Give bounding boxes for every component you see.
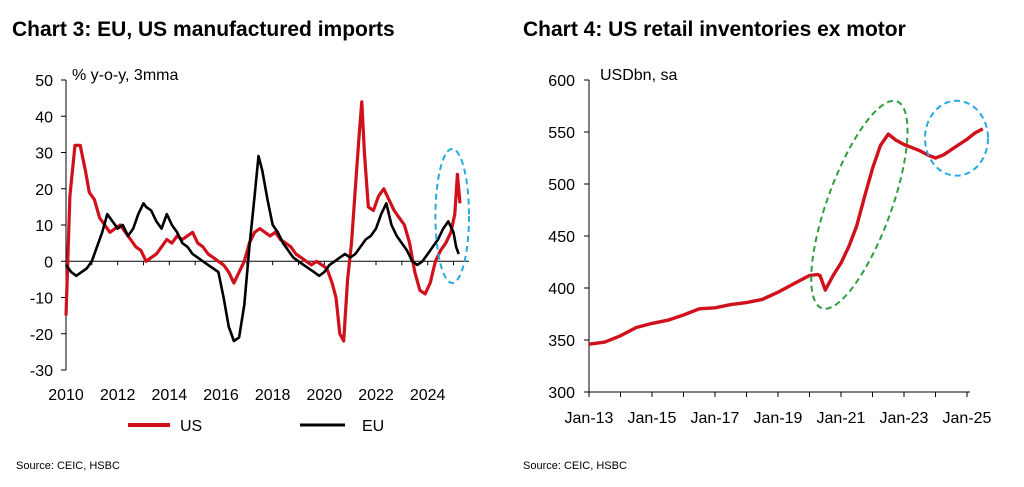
- line-series-eu: [64, 154, 460, 343]
- right-x-tick-label: Jan-19: [754, 410, 803, 427]
- left-x-tick-label: 2012: [100, 387, 136, 404]
- right-y-tick-label: 600: [548, 73, 575, 90]
- right-y-tick-label: 450: [548, 229, 575, 246]
- left-y-tick-label: 30: [35, 146, 53, 163]
- left-y-tick-label: 50: [35, 73, 53, 90]
- right-y-tick-label: 500: [548, 177, 575, 194]
- line-series-retail-inventories: [588, 127, 984, 346]
- right-y-tick-label: 350: [548, 333, 575, 350]
- right-chart-title: Chart 4: US retail inventories ex motor: [523, 18, 906, 41]
- left-x-tick-label: 2024: [410, 387, 446, 404]
- left-y-tick-label: 20: [35, 182, 53, 199]
- highlight-ellipse-blue-right: [924, 99, 989, 177]
- right-x-tick-label: Jan-25: [943, 410, 992, 427]
- left-x-tick-label: 2020: [307, 387, 343, 404]
- right-y-tick-label: 550: [548, 125, 575, 142]
- left-x-tick-label: 2018: [255, 387, 291, 404]
- left-chart-title: Chart 3: EU, US manufactured imports: [12, 18, 395, 41]
- right-chart-source: Source: CEIC, HSBC: [523, 460, 627, 472]
- left-unit-label: % y-o-y, 3mma: [72, 67, 178, 84]
- right-x-tick-label: Jan-15: [628, 410, 677, 427]
- left-x-tick-label: 2010: [48, 387, 84, 404]
- left-y-tick-label: -10: [30, 291, 53, 308]
- left-chart-source: Source: CEIC, HSBC: [16, 460, 120, 472]
- right-y-tick-label: 400: [548, 281, 575, 298]
- left-y-tick-label: -30: [30, 363, 53, 380]
- highlight-ellipse-blue: [434, 147, 471, 284]
- right-x-tick-label: Jan-21: [817, 410, 866, 427]
- right-x-tick-label: Jan-23: [880, 410, 929, 427]
- legend-label-us: US: [180, 418, 202, 435]
- left-y-tick-label: 10: [35, 218, 53, 235]
- left-x-tick-label: 2014: [152, 387, 188, 404]
- legend-label-eu: EU: [362, 418, 384, 435]
- right-x-tick-label: Jan-17: [691, 410, 740, 427]
- right-x-tick-label: Jan-13: [565, 410, 614, 427]
- right-unit-label: USDbn, sa: [600, 67, 677, 84]
- left-x-tick-label: 2016: [203, 387, 239, 404]
- left-x-tick-label: 2022: [358, 387, 394, 404]
- left-y-tick-label: 40: [35, 109, 53, 126]
- left-y-tick-label: 0: [44, 254, 53, 271]
- right-y-tick-label: 300: [548, 385, 575, 402]
- highlight-ellipse-green: [810, 99, 909, 310]
- left-y-tick-label: -20: [30, 327, 53, 344]
- line-series-us: [64, 100, 462, 343]
